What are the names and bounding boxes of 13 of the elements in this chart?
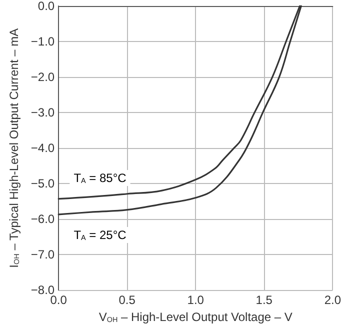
y-tick-label: −6.0	[30, 212, 55, 226]
y-tick-label: −5.0	[30, 176, 55, 191]
y-tick-label: 0.0	[38, 0, 55, 13]
x-tick-label: 1.5	[256, 293, 273, 308]
y-tick-label: −2.0	[30, 70, 55, 84]
y-tick-label: −1.0	[30, 34, 55, 49]
y-tick-label: −7.0	[30, 248, 55, 262]
x-tick-label: 2.0	[324, 293, 342, 308]
x-tick-label: 1.0	[187, 293, 204, 308]
x-tick-label: 0.5	[118, 293, 136, 308]
x-tick-label: 0.0	[50, 293, 68, 308]
y-tick-label: −4.0	[30, 141, 55, 156]
y-tick-label: −3.0	[30, 106, 55, 120]
